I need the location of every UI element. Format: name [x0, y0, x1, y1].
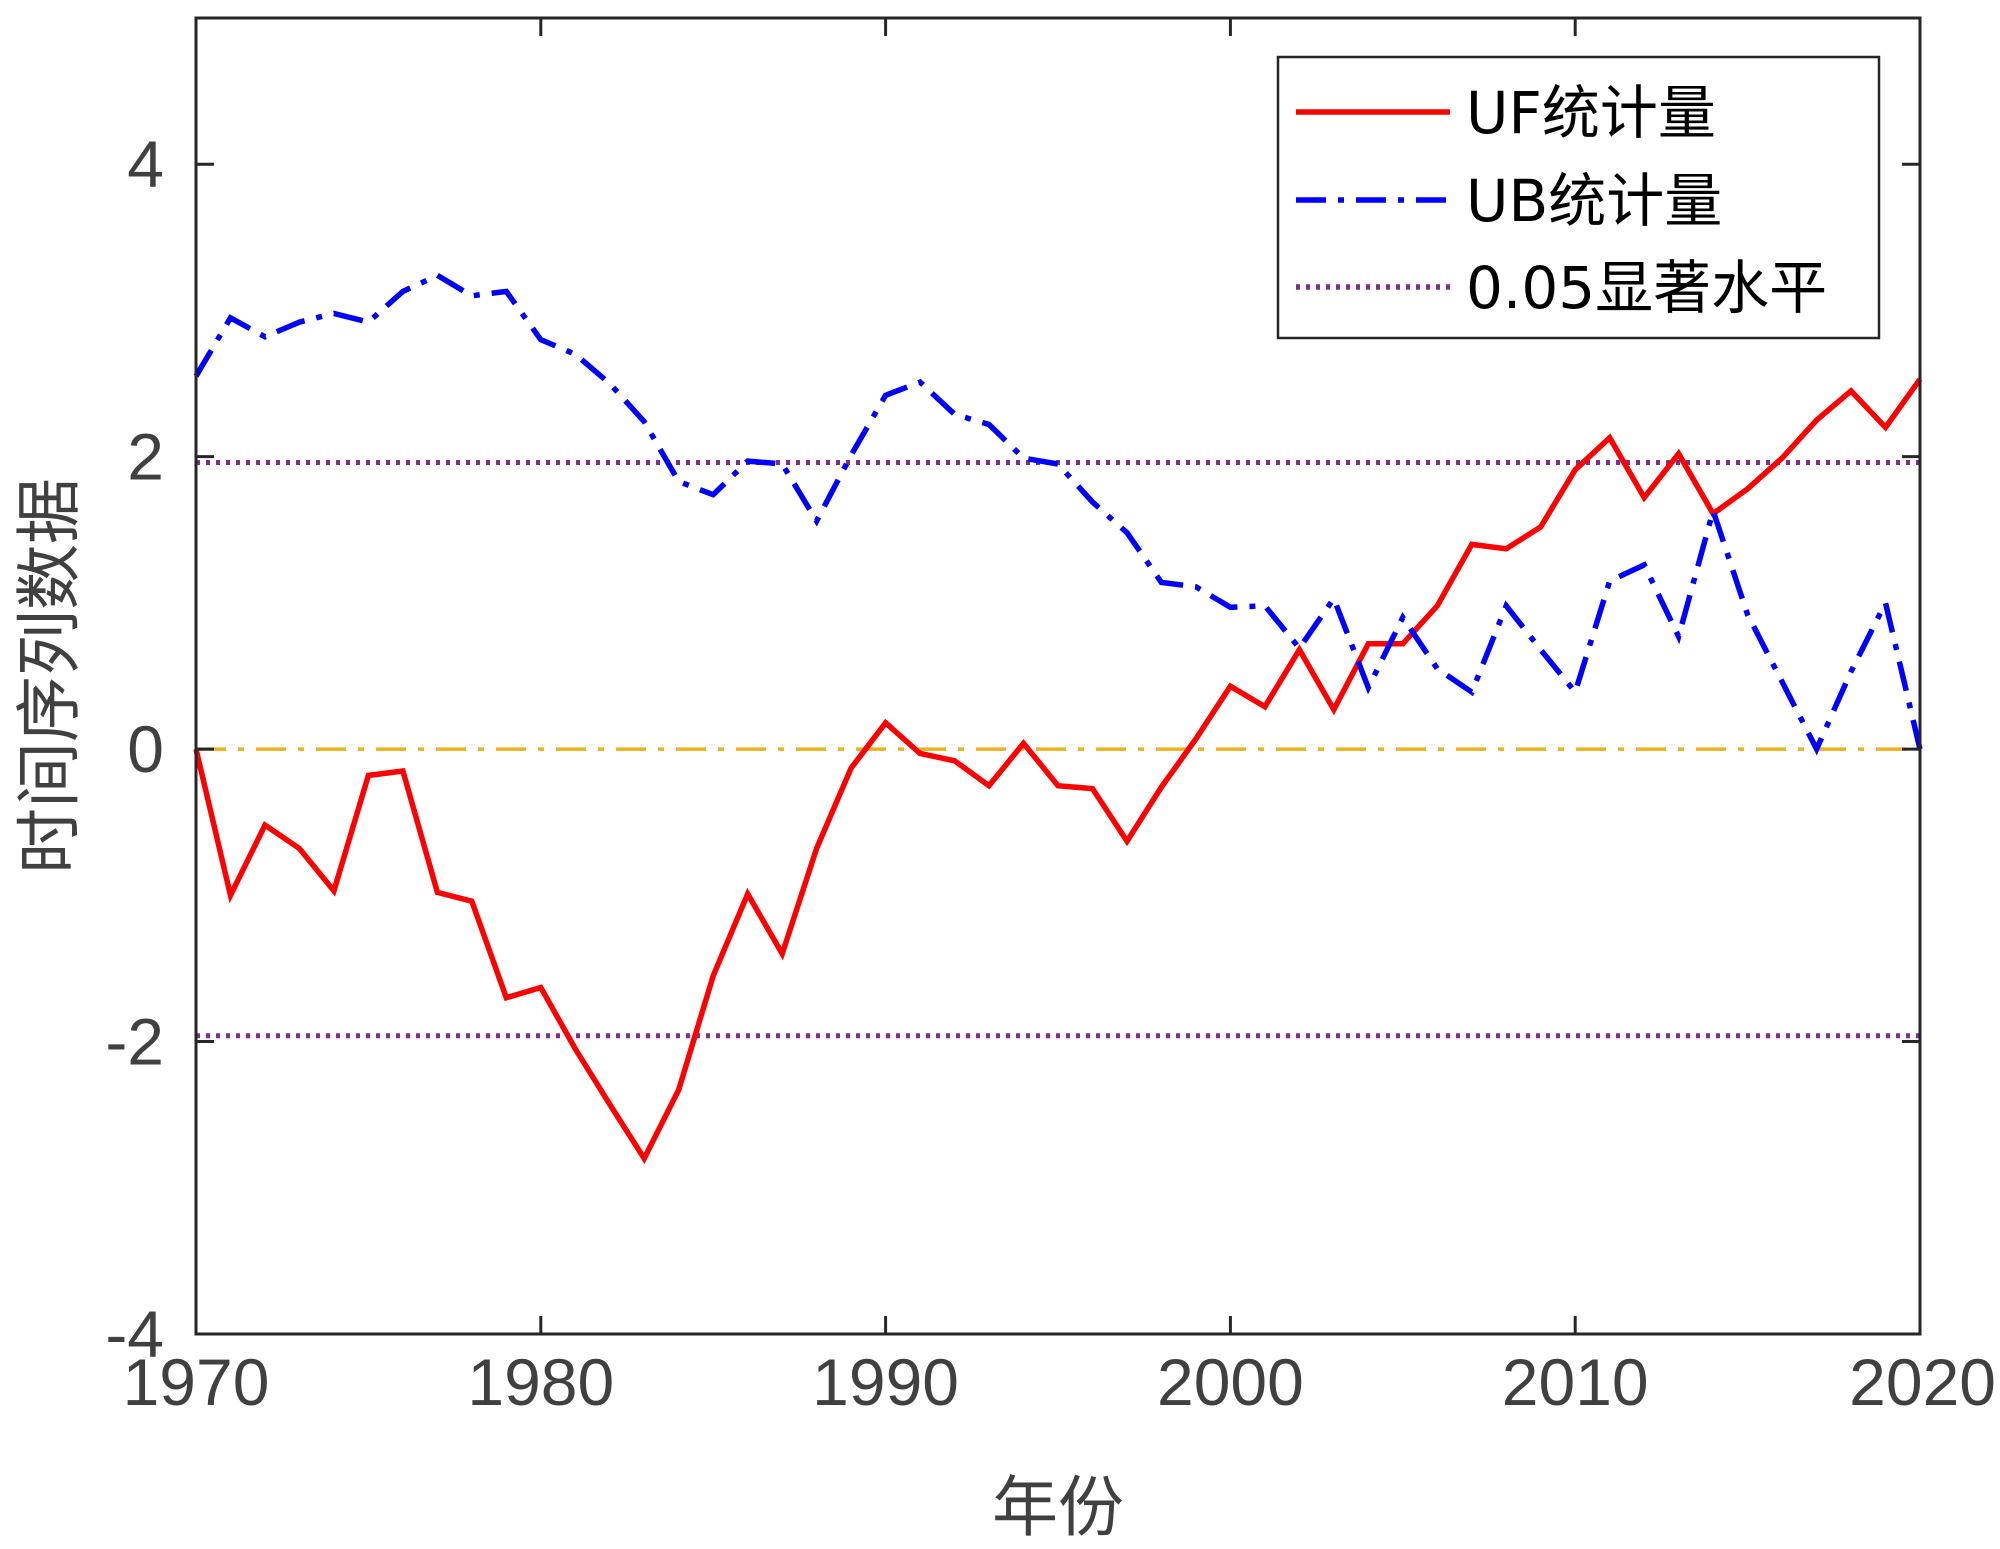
- x-tick-label: 2010: [1502, 1345, 1649, 1419]
- y-tick-label: -2: [105, 1005, 164, 1079]
- legend-label-2: 0.05显著水平: [1466, 254, 1827, 322]
- x-tick-label: 1970: [123, 1345, 270, 1419]
- x-tick-label: 1990: [812, 1345, 959, 1419]
- legend: UF统计量 UB统计量 0.05显著水平: [1276, 55, 1881, 340]
- reference-lines: [196, 460, 1920, 1039]
- x-tick-label: 2020: [1849, 1345, 1996, 1419]
- x-tick-label: 2000: [1157, 1345, 1304, 1419]
- y-tick-labels: -4 -2 0 2 4: [105, 127, 164, 1371]
- y-tick-label: 4: [127, 127, 164, 201]
- y-tick-label: 2: [127, 420, 164, 494]
- x-axis-label: 年份: [992, 1469, 1124, 1546]
- y-tick-label: -4: [105, 1297, 164, 1371]
- x-tick-label: 1980: [467, 1345, 614, 1419]
- x-tick-labels: 1970 1980 1990 2000 2010 2020: [123, 1345, 1996, 1419]
- y-axis-label: 时间序列数据: [11, 478, 88, 874]
- y-tick-label: 0: [127, 712, 164, 786]
- series-line-1: [193, 272, 1923, 756]
- series-line-0: [193, 377, 1923, 1165]
- legend-label-0: UF统计量: [1466, 79, 1716, 147]
- plot-area-frame: [194, 16, 1922, 1336]
- legend-label-1: UB统计量: [1466, 167, 1722, 235]
- axis-ticks: [194, 18, 1922, 1336]
- series-lines: [193, 272, 1923, 1165]
